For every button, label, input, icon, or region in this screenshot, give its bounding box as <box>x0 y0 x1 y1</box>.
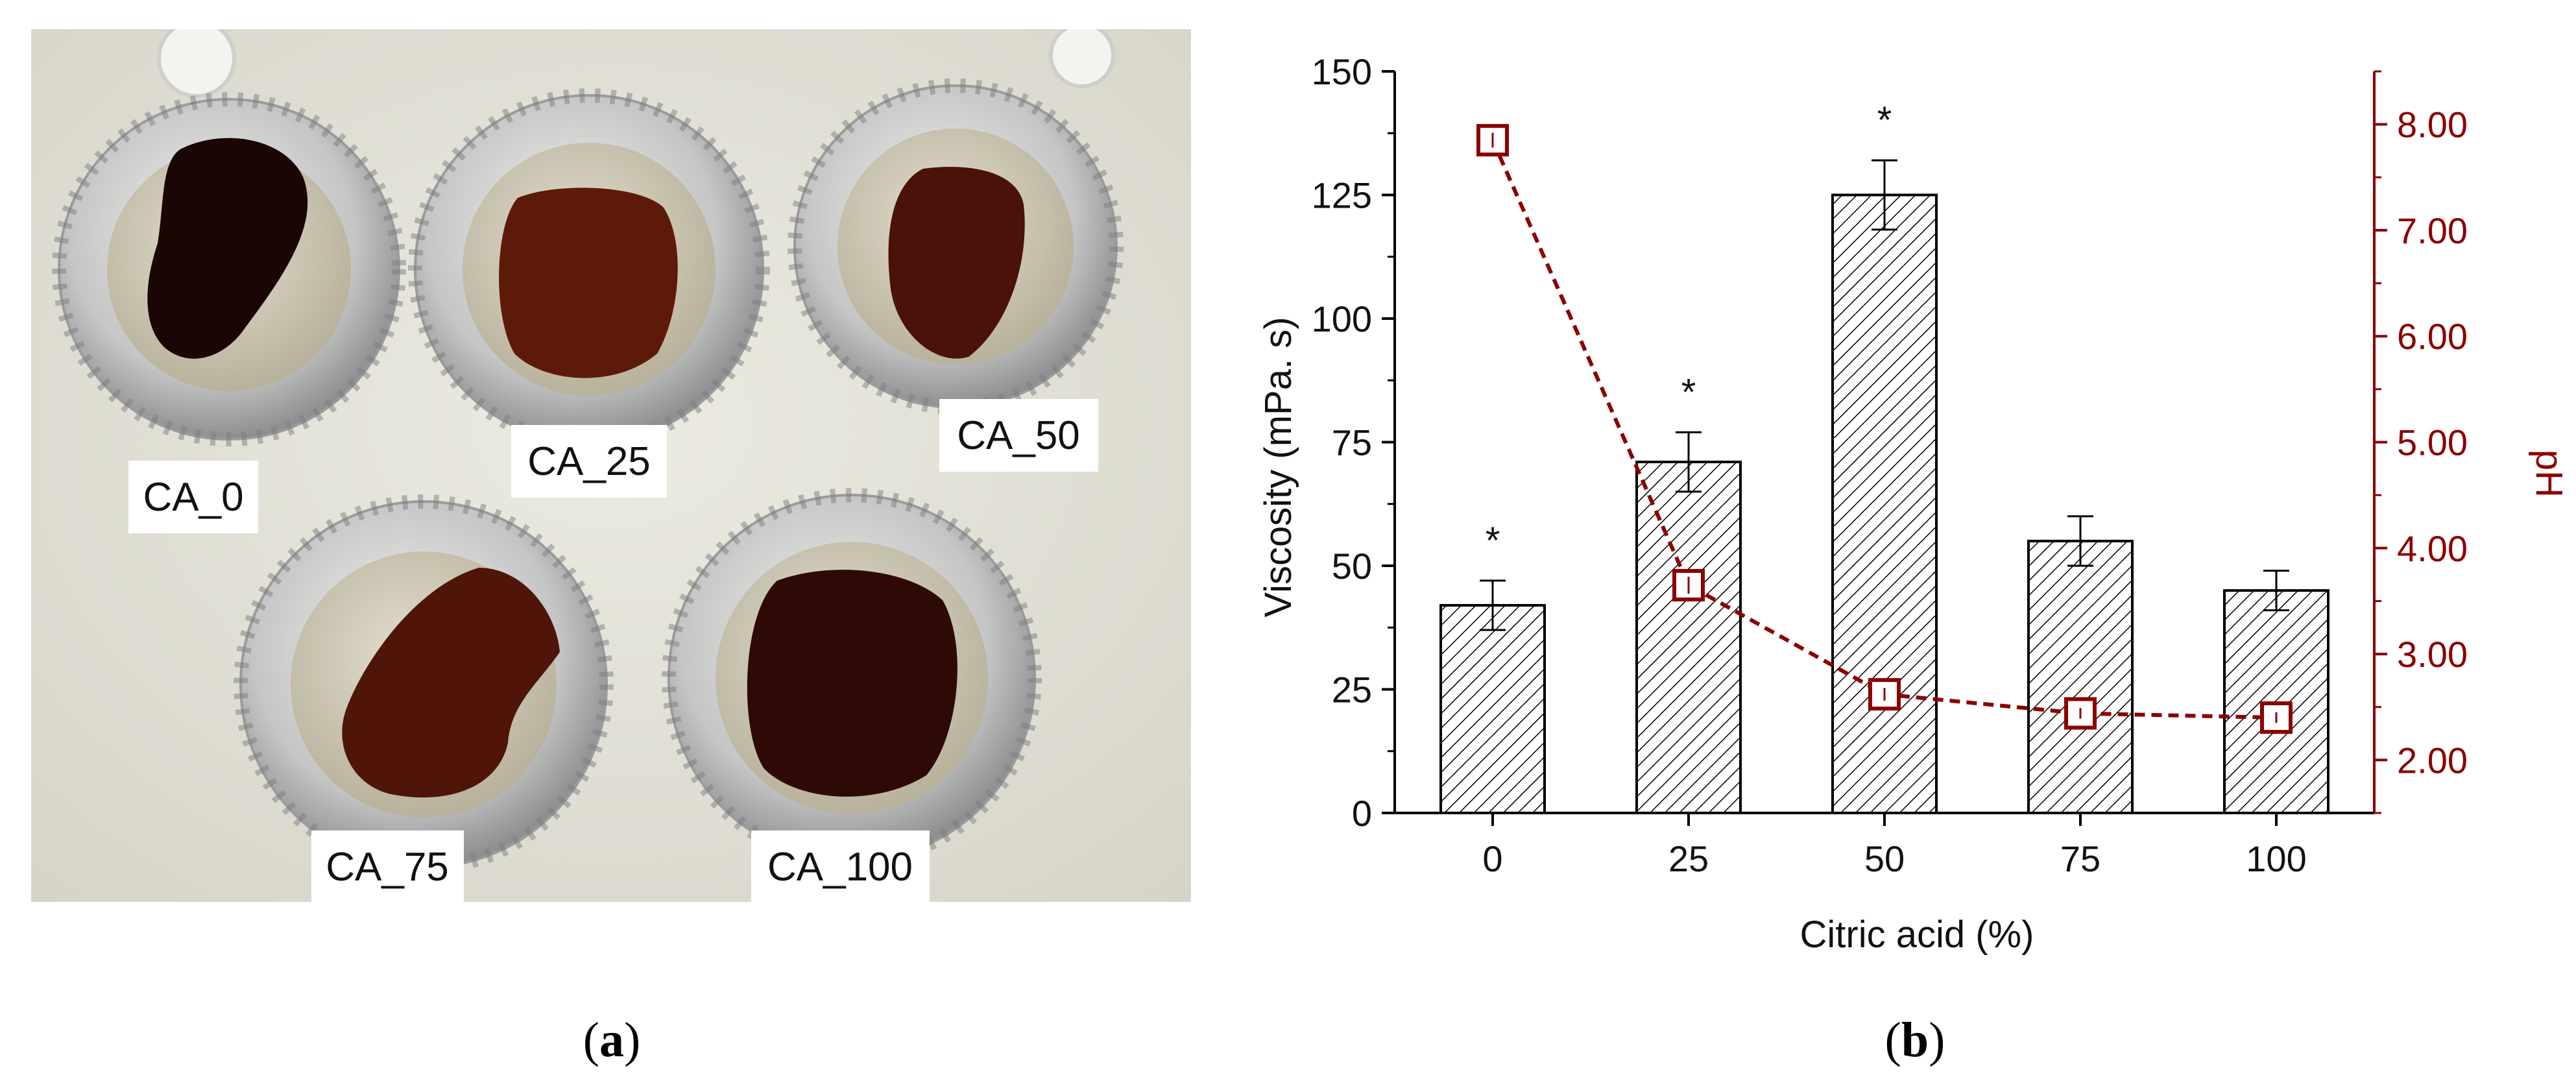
label-text-ca-0: CA_0 <box>143 475 243 520</box>
label-text-ca-75: CA_75 <box>326 845 449 890</box>
vial-cap <box>1049 22 1115 88</box>
dish-ca-75 <box>234 494 614 875</box>
sample-photo: CA_0 CA_25 CA_50 CA_75 CA_100 <box>31 19 1191 903</box>
panel-caption-a-letter: a <box>599 1013 624 1067</box>
panel-caption-b-letter: b <box>1901 1013 1929 1067</box>
x-tick-label: 100 <box>2246 838 2306 879</box>
bar <box>2027 539 2134 815</box>
label-text-ca-25: CA_25 <box>527 439 651 484</box>
bar <box>1831 193 1938 814</box>
label-ca-0: CA_0 <box>128 461 258 533</box>
y-tick-label: 75 <box>1332 422 1372 463</box>
label-ca-100: CA_100 <box>751 830 930 903</box>
panel-caption-a: (a) <box>583 1013 641 1067</box>
sample-film-ca-100 <box>747 570 957 797</box>
significance-marker: * <box>1877 99 1892 141</box>
y2-axis-label: pH <box>2528 450 2570 498</box>
y-tick-label: 100 <box>1312 298 1372 339</box>
y2-tick-label: 8.00 <box>2397 104 2468 145</box>
y-tick-label: 0 <box>1352 793 1372 834</box>
y2-tick-label: 2.00 <box>2397 740 2468 781</box>
dish-ca-0 <box>52 92 406 446</box>
sample-film-ca-25 <box>499 188 678 378</box>
dish-ca-50 <box>788 79 1124 415</box>
y2-tick-label: 4.00 <box>2397 528 2468 569</box>
x-axis-label: Citric acid (%) <box>1800 914 2034 956</box>
x-tick-label: 75 <box>2060 838 2101 879</box>
sample-film-ca-0 <box>147 138 308 359</box>
significance-marker: * <box>1486 520 1500 562</box>
x-tick-label: 25 <box>1668 838 1709 879</box>
x-tick-label: 0 <box>1482 838 1502 879</box>
y2-tick-label: 3.00 <box>2397 634 2468 675</box>
x-tick-label: 50 <box>1864 838 1905 879</box>
y-tick-label: 50 <box>1332 546 1372 587</box>
dish-ca-25 <box>408 88 770 450</box>
label-ca-75: CA_75 <box>311 830 464 903</box>
y-tick-label: 150 <box>1312 51 1372 92</box>
y2-tick-label: 6.00 <box>2397 316 2468 357</box>
label-ca-50: CA_50 <box>939 399 1098 472</box>
y2-tick-label: 7.00 <box>2397 210 2468 251</box>
bar <box>1635 460 1742 814</box>
vial-cap <box>157 19 236 98</box>
y2-tick-label: 5.00 <box>2397 422 2468 463</box>
bar <box>1439 603 1546 815</box>
panel-caption-b: (b) <box>1884 1013 1945 1067</box>
sample-film-ca-75 <box>342 568 560 798</box>
y-tick-label: 125 <box>1312 175 1372 216</box>
viscosity-ph-chart: * * * 0 25 50 75 100 125 150 2.00 3.00 4.00 5.00 6.00 7… <box>1233 26 2576 1012</box>
label-text-ca-100: CA_100 <box>767 845 913 890</box>
significance-marker: * <box>1681 371 1696 413</box>
sample-film-ca-50 <box>888 167 1025 359</box>
y-tick-label: 25 <box>1332 670 1372 710</box>
label-text-ca-50: CA_50 <box>957 413 1080 458</box>
y-axis-label: Viscosity (mPa. s) <box>1257 317 1299 617</box>
dish-ca-100 <box>662 488 1042 868</box>
label-ca-25: CA_25 <box>511 425 667 498</box>
